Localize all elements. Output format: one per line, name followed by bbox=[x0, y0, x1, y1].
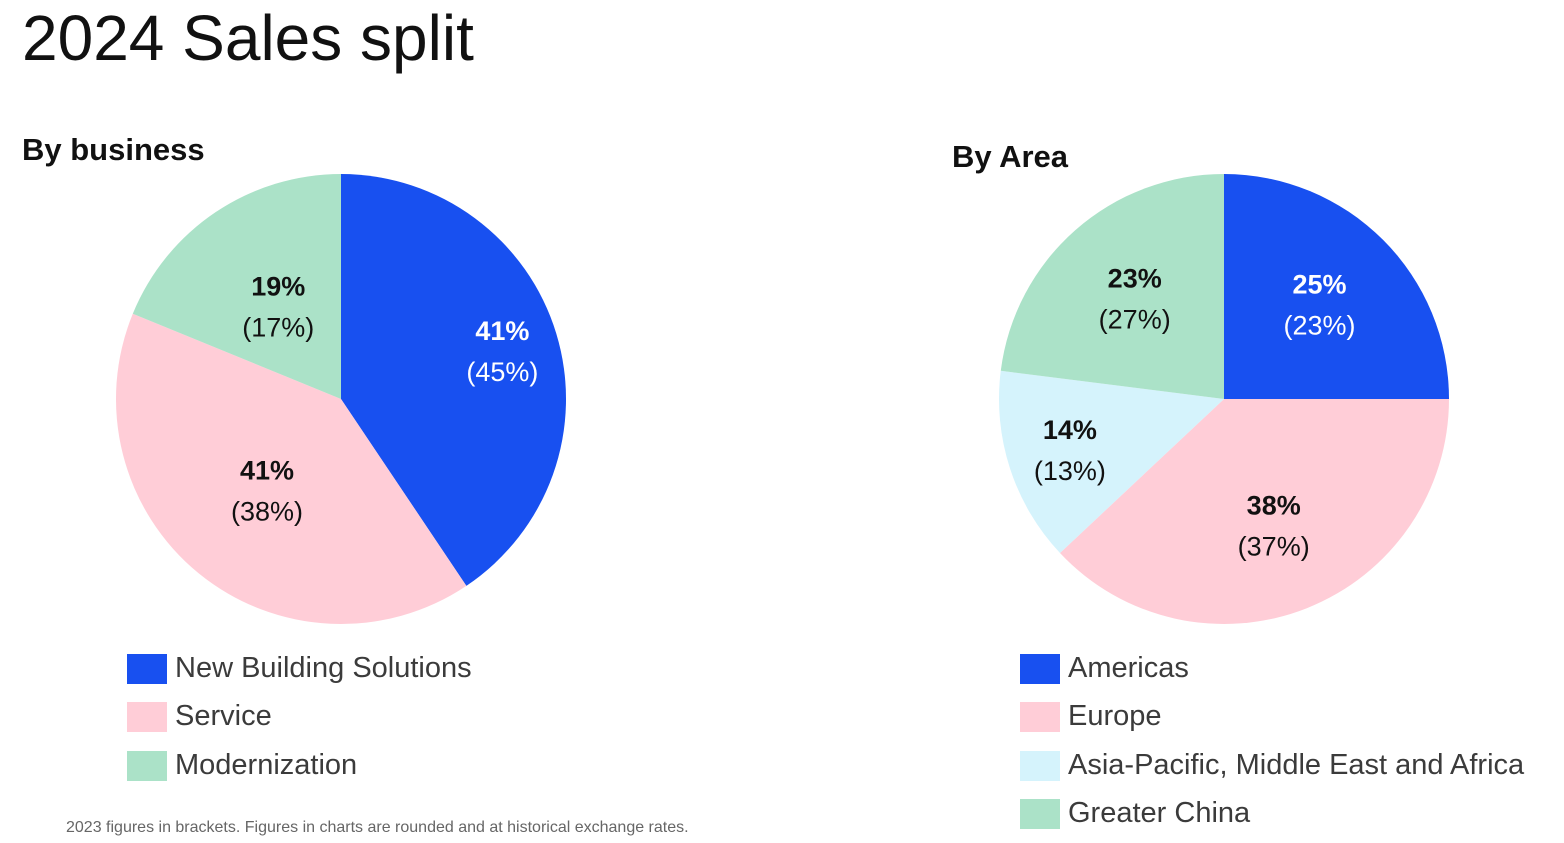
legend-label: Europe bbox=[1068, 700, 1162, 733]
data-label-prev-new-building-solutions: (45%) bbox=[466, 357, 538, 387]
legend-swatch bbox=[127, 750, 167, 781]
data-label-new-building-solutions: 41% bbox=[475, 316, 529, 346]
pie-slice-europe bbox=[1059, 399, 1449, 624]
pie-slice-modernization bbox=[132, 174, 341, 399]
data-label-modernization: 19% bbox=[251, 272, 305, 302]
data-label-prev-asia-pacific-middle-east-and-africa: (13%) bbox=[1034, 456, 1106, 486]
legend-swatch bbox=[127, 654, 167, 684]
pie-slice-asia-pacific-middle-east-and-africa bbox=[998, 370, 1224, 554]
pie-slice-new-building-solutions bbox=[341, 173, 567, 586]
chart-title-by-area: By Area bbox=[952, 139, 1069, 174]
data-label-prev-americas: (23%) bbox=[1283, 311, 1355, 341]
data-label-americas: 25% bbox=[1292, 270, 1346, 300]
pie-chart-by-business: 41% (45%) 41% (38%) 19% (17%) bbox=[115, 173, 567, 625]
data-label-prev-modernization: (17%) bbox=[242, 313, 314, 343]
data-label-prev-greater-china: (27%) bbox=[1099, 305, 1171, 335]
legend-label: Greater China bbox=[1068, 796, 1251, 829]
data-label-asia-pacific-middle-east-and-africa: 14% bbox=[1043, 415, 1097, 445]
pie-slice-americas bbox=[1224, 174, 1449, 399]
legend-swatch bbox=[1020, 798, 1060, 829]
page-title: 2024 Sales split bbox=[22, 2, 474, 74]
pie-chart-by-area: 25% (23%) 38% (37%) 14% (13%) 23% (27%) bbox=[998, 174, 1449, 624]
footnote: 2023 figures in brackets. Figures in cha… bbox=[66, 819, 689, 836]
legend-label: Asia-Pacific, Middle East and Africa bbox=[1068, 748, 1525, 781]
legend-label: Modernization bbox=[175, 748, 358, 781]
legend-swatch bbox=[1020, 654, 1060, 684]
legend-label: New Building Solutions bbox=[175, 652, 472, 684]
legend-swatch bbox=[127, 702, 167, 733]
chart-title-by-business: By business bbox=[22, 132, 205, 167]
legend-label: Service bbox=[175, 700, 272, 733]
data-label-europe: 38% bbox=[1247, 491, 1301, 521]
legend-label: Americas bbox=[1068, 652, 1189, 684]
data-label-prev-service: (38%) bbox=[231, 497, 303, 527]
data-label-prev-europe: (37%) bbox=[1238, 532, 1310, 562]
legend-swatch bbox=[1020, 750, 1060, 781]
pie-slice-greater-china bbox=[1000, 174, 1224, 399]
data-label-service: 41% bbox=[240, 456, 294, 486]
pie-slice-service bbox=[115, 313, 467, 625]
data-label-greater-china: 23% bbox=[1108, 264, 1162, 294]
legend-swatch bbox=[1020, 702, 1060, 733]
